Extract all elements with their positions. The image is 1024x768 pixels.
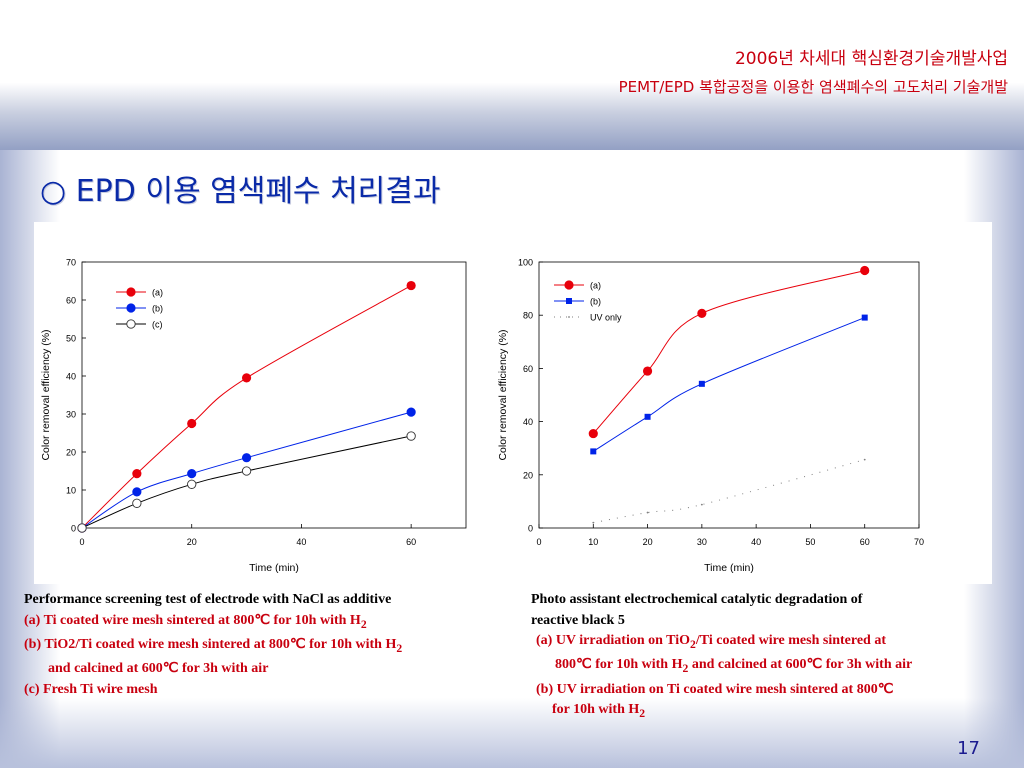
x-tick-label: 70 — [914, 537, 924, 547]
legend-label: (a) — [152, 288, 163, 298]
data-point — [132, 487, 142, 497]
y-tick-label: 50 — [66, 334, 76, 344]
data-point — [132, 469, 142, 479]
x-tick-label: 40 — [296, 537, 306, 547]
header-project-subtitle: PEMT/EPD 복합공정을 이용한 염색폐수의 고도처리 기술개발 — [618, 78, 1008, 96]
legend-marker — [126, 303, 136, 313]
y-tick-label: 70 — [66, 258, 76, 268]
caption-left-a: (a) Ti coated wire mesh sintered at 800℃… — [24, 612, 367, 631]
data-point — [241, 373, 252, 383]
bottom-gradient-border — [0, 698, 1024, 768]
y-tick-label: 0 — [71, 524, 76, 534]
data-point — [406, 407, 416, 417]
caption-left-b-cont: and calcined at 600℃ for 3h with air — [48, 661, 269, 677]
data-point — [187, 479, 197, 489]
x-tick-label: 20 — [643, 537, 653, 547]
x-tick-label: 20 — [187, 537, 197, 547]
caption-right: Photo assistant electrochemical catalyti… — [531, 590, 1001, 724]
data-point — [241, 466, 252, 476]
caption-right-a-cont: 800℃ for 10h with H2 and calcined at 600… — [555, 657, 913, 676]
series-line-1 — [592, 270, 865, 434]
y-tick-label: 40 — [66, 372, 76, 382]
caption-left: Performance screening test of electrode … — [24, 590, 514, 700]
series-line-1 — [81, 285, 412, 529]
legend-marker — [564, 280, 574, 290]
caption-right-b: (b) UV irradiation on Ti coated wire mes… — [536, 681, 894, 697]
header-band — [0, 0, 1024, 150]
y-tick-label: 0 — [528, 524, 533, 534]
caption-right-a: (a) UV irradiation on TiO2/Ti coated wir… — [536, 633, 887, 651]
x-tick-label: 60 — [860, 537, 870, 547]
legend-marker — [126, 287, 136, 297]
legend-label: (a) — [590, 281, 601, 291]
data-point — [592, 521, 595, 524]
data-point — [132, 498, 142, 508]
page-number: 17 — [957, 738, 980, 759]
x-tick-label: 0 — [79, 537, 84, 547]
data-point — [77, 523, 87, 533]
y-tick-label: 80 — [523, 311, 533, 321]
x-tick-label: 10 — [588, 537, 598, 547]
caption-right-b-cont: for 10h with H2 — [552, 702, 646, 720]
series-line-2 — [81, 411, 412, 529]
legend-marker — [568, 316, 570, 318]
y-tick-label: 100 — [518, 258, 533, 268]
data-point — [241, 453, 252, 463]
y-tick-label: 30 — [66, 410, 76, 420]
data-point — [863, 458, 866, 461]
data-point — [860, 265, 870, 276]
caption-left-c: (c) Fresh Ti wire mesh — [24, 681, 158, 697]
caption-right-title-cont: reactive black 5 — [531, 612, 625, 628]
plot-area-frame — [81, 261, 467, 529]
x-axis-label: Time (min) — [249, 562, 299, 574]
legend-marker — [566, 298, 572, 304]
caption-right-title: Photo assistant electrochemical catalyti… — [531, 592, 863, 607]
y-tick-label: 20 — [523, 470, 533, 480]
x-tick-label: 50 — [805, 537, 815, 547]
data-point — [406, 431, 416, 441]
data-point — [646, 511, 649, 514]
chart-right: 0 20 40 60 80 100 0 10 20 30 40 50 60 70 Time (min) Col… — [497, 258, 924, 575]
series-line-2 — [593, 317, 865, 452]
legend-label: (c) — [152, 320, 163, 330]
x-axis-label: Time (min) — [704, 562, 754, 574]
data-point — [187, 469, 197, 479]
y-tick-label: 60 — [66, 296, 76, 306]
data-point — [700, 503, 703, 506]
data-point — [406, 280, 416, 291]
x-tick-label: 0 — [536, 537, 541, 547]
data-point — [698, 380, 705, 387]
y-axis-label: Color removal efficiency (%) — [40, 329, 52, 460]
caption-left-b: (b) TiO2/Ti coated wire mesh sintered at… — [24, 636, 403, 655]
legend-label: UV only — [590, 313, 622, 323]
caption-left-title: Performance screening test of electrode … — [24, 592, 392, 607]
data-point — [861, 314, 868, 321]
data-point — [588, 428, 598, 439]
data-point — [590, 448, 597, 455]
y-axis-label: Color removal efficiency (%) — [497, 329, 509, 460]
x-tick-label: 60 — [406, 537, 416, 547]
data-point — [697, 308, 707, 318]
y-tick-label: 20 — [66, 448, 76, 458]
legend-label: (b) — [152, 304, 163, 314]
header-project-title: 2006년 차세대 핵심환경기술개발사업 — [734, 49, 1008, 69]
chart-left: 0 10 20 30 40 50 60 70 0 20 40 60 Time (min) Color re… — [40, 258, 467, 574]
data-point — [187, 418, 197, 429]
content-panel — [34, 222, 992, 584]
series-line-3 — [593, 459, 865, 524]
x-tick-label: 40 — [751, 537, 761, 547]
plot-area-frame — [538, 261, 920, 529]
data-point — [642, 366, 653, 376]
legend-label: (b) — [590, 297, 601, 307]
y-tick-label: 40 — [523, 417, 533, 427]
y-tick-label: 60 — [523, 364, 533, 374]
series-line-3 — [81, 435, 412, 529]
x-tick-label: 30 — [697, 537, 707, 547]
legend-marker — [126, 319, 136, 329]
data-point — [644, 413, 651, 420]
y-tick-label: 10 — [66, 486, 76, 496]
slide-title: ○ EPD 이용 염색폐수 처리결과 — [40, 174, 441, 209]
